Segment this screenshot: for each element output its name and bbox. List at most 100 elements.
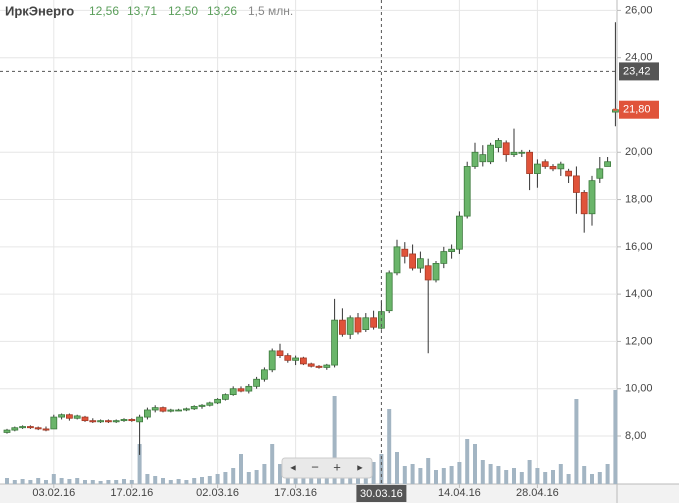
header: ИркЭнерго 12,56 13,71 12,50 13,26 1,5 мл… xyxy=(5,3,293,18)
volume-bar xyxy=(473,444,477,484)
scroll-panel xyxy=(281,457,373,479)
candle-body xyxy=(510,151,518,156)
zoom-out-button[interactable]: − xyxy=(311,459,319,474)
volume-bar xyxy=(371,462,376,484)
y-tick-label: 26,00 xyxy=(625,4,653,16)
volume-bar xyxy=(106,480,111,484)
volume-bar xyxy=(488,464,493,484)
candle-body xyxy=(182,408,190,411)
volume-bar xyxy=(59,478,64,484)
candle-body xyxy=(128,419,136,422)
candle-body xyxy=(136,416,144,423)
volume-bar xyxy=(262,464,267,484)
volume-bar xyxy=(512,468,516,484)
candle-body xyxy=(315,365,323,368)
volume-bar xyxy=(597,472,602,484)
candle-body xyxy=(362,317,370,331)
candle-body xyxy=(604,161,611,167)
candle-body xyxy=(221,394,229,400)
scroll-right-button[interactable]: ► xyxy=(356,462,365,472)
volume-bar xyxy=(51,474,56,484)
volume-bar xyxy=(5,478,9,484)
x-tick-label: 17.03.16 xyxy=(274,487,317,499)
candle-body xyxy=(424,265,432,281)
volume-bar xyxy=(83,480,87,484)
volume-bar xyxy=(129,480,134,484)
volume-bar xyxy=(426,458,431,484)
volume-bar xyxy=(590,474,594,484)
volume-bar xyxy=(246,472,251,484)
candle-body xyxy=(448,248,456,252)
candle-body xyxy=(112,420,120,423)
candle-body xyxy=(409,253,417,269)
volume-bar xyxy=(558,464,563,484)
candle-body xyxy=(50,416,58,430)
scroll-left-button[interactable]: ◄ xyxy=(289,462,298,472)
candle-body xyxy=(292,357,300,361)
volume-bar xyxy=(161,478,165,484)
volume-bar xyxy=(566,474,571,484)
candle-body xyxy=(401,248,409,257)
y-tick-label: 10,00 xyxy=(625,383,653,395)
volume-bar xyxy=(301,474,306,484)
volume-bar xyxy=(114,480,119,484)
candle-body xyxy=(66,414,73,419)
candle-body xyxy=(541,161,549,167)
volume-bar xyxy=(387,409,392,484)
candle-body xyxy=(580,192,588,215)
candle-body xyxy=(42,428,50,431)
volume-bar xyxy=(278,464,282,484)
volume-bar xyxy=(410,464,415,484)
candle-body xyxy=(299,357,307,365)
volume-bar xyxy=(418,468,423,484)
x-axis-strip xyxy=(0,484,679,503)
volume-bar xyxy=(317,478,321,484)
volume-bar xyxy=(12,480,17,484)
candle-body xyxy=(214,398,222,404)
candle-body xyxy=(159,407,167,412)
candle-body xyxy=(151,407,159,411)
y-tick-label: 20,00 xyxy=(625,146,653,158)
volume-bar xyxy=(309,476,314,484)
candle-body xyxy=(487,144,495,163)
volume-bar xyxy=(324,474,329,484)
volume-bar xyxy=(582,466,587,484)
volume-bar xyxy=(519,472,524,484)
header-open: 12,56 xyxy=(89,4,119,18)
candle-body xyxy=(307,363,315,367)
candle-body xyxy=(393,246,401,274)
candle-body xyxy=(3,429,11,433)
volume-bar xyxy=(480,460,485,484)
candle-body xyxy=(432,262,440,281)
zoom-in-button[interactable]: + xyxy=(333,459,341,474)
candle-body xyxy=(120,419,128,422)
volume-bar xyxy=(465,439,470,484)
candle-body xyxy=(206,402,214,406)
volume-bar xyxy=(535,468,540,484)
volume-bar xyxy=(449,466,454,484)
volume-bar xyxy=(613,390,618,484)
volume-bar xyxy=(145,474,150,484)
candle-body xyxy=(58,414,65,418)
crosshair-x-box xyxy=(356,485,407,502)
volume-bar xyxy=(36,478,41,484)
candle-body xyxy=(89,420,97,423)
volume-bar xyxy=(200,477,204,484)
candle-body xyxy=(385,272,393,312)
candle-body xyxy=(245,385,253,392)
volume-bar xyxy=(44,480,48,484)
candle-body xyxy=(331,319,339,366)
candle-body xyxy=(573,175,580,193)
y-tick-label: 18,00 xyxy=(625,193,653,205)
candle-body xyxy=(253,378,261,387)
volume-bar xyxy=(207,476,212,484)
last-price-box xyxy=(619,100,659,119)
candle-body xyxy=(479,154,487,163)
volume-bar xyxy=(75,478,80,484)
candles xyxy=(3,22,619,455)
candle-body xyxy=(338,319,346,335)
candle-body xyxy=(455,215,463,250)
candle-body xyxy=(588,180,596,215)
x-tick-label: 14.04.16 xyxy=(438,487,481,499)
